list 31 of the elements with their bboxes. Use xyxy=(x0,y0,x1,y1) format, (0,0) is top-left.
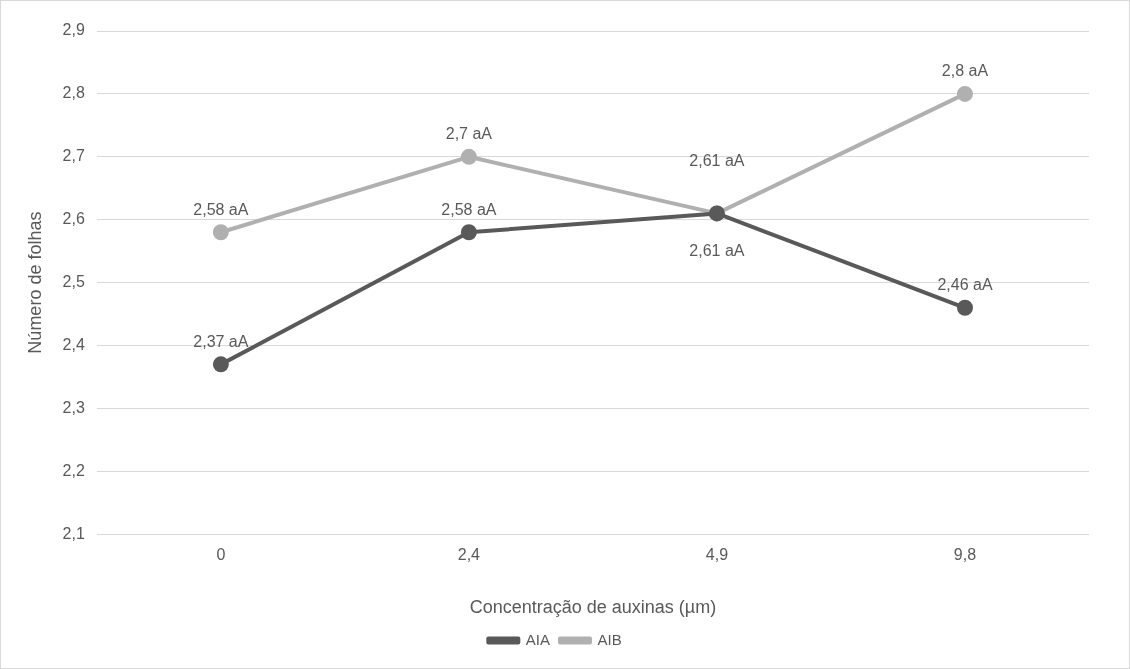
point xyxy=(212,356,229,373)
data-label: 2,37 aA xyxy=(193,332,249,350)
point xyxy=(956,85,973,102)
point xyxy=(460,224,477,241)
x-axis-title: Concentração de auxinas (µm) xyxy=(469,597,717,618)
y-tick-label: 2,7 xyxy=(62,147,85,165)
y-tick-label: 2,4 xyxy=(62,335,85,353)
x-tick-label: 9,8 xyxy=(953,546,977,564)
legend-label: AIA xyxy=(525,630,551,648)
data-label: 2,46 aA xyxy=(937,276,993,294)
data-label: 2,61 aA xyxy=(689,241,745,259)
y-tick-label: 2,8 xyxy=(62,84,85,102)
data-label: 2,61 aA xyxy=(689,151,745,169)
y-tick-label: 2,5 xyxy=(62,273,85,291)
x-tick-label: 0 xyxy=(216,546,226,564)
point xyxy=(212,224,229,241)
y-axis-title: Número de folhas xyxy=(24,211,45,354)
y-tick-label: 2,9 xyxy=(62,21,85,39)
y-tick-label: 2,2 xyxy=(62,461,85,479)
legend-label: AIB xyxy=(597,630,622,648)
data-label: 2,8 aA xyxy=(941,62,989,80)
point xyxy=(460,148,477,165)
x-tick-label: 2,4 xyxy=(457,546,481,564)
y-tick-label: 2,1 xyxy=(62,524,85,542)
data-label: 2,58 aA xyxy=(441,200,497,218)
y-tick-label: 2,6 xyxy=(62,210,85,228)
x-tick-label: 4,9 xyxy=(705,546,729,564)
data-label: 2,58 aA xyxy=(193,200,249,218)
data-label: 2,7 aA xyxy=(445,125,493,143)
point xyxy=(956,299,973,316)
y-tick-label: 2,3 xyxy=(62,398,85,416)
